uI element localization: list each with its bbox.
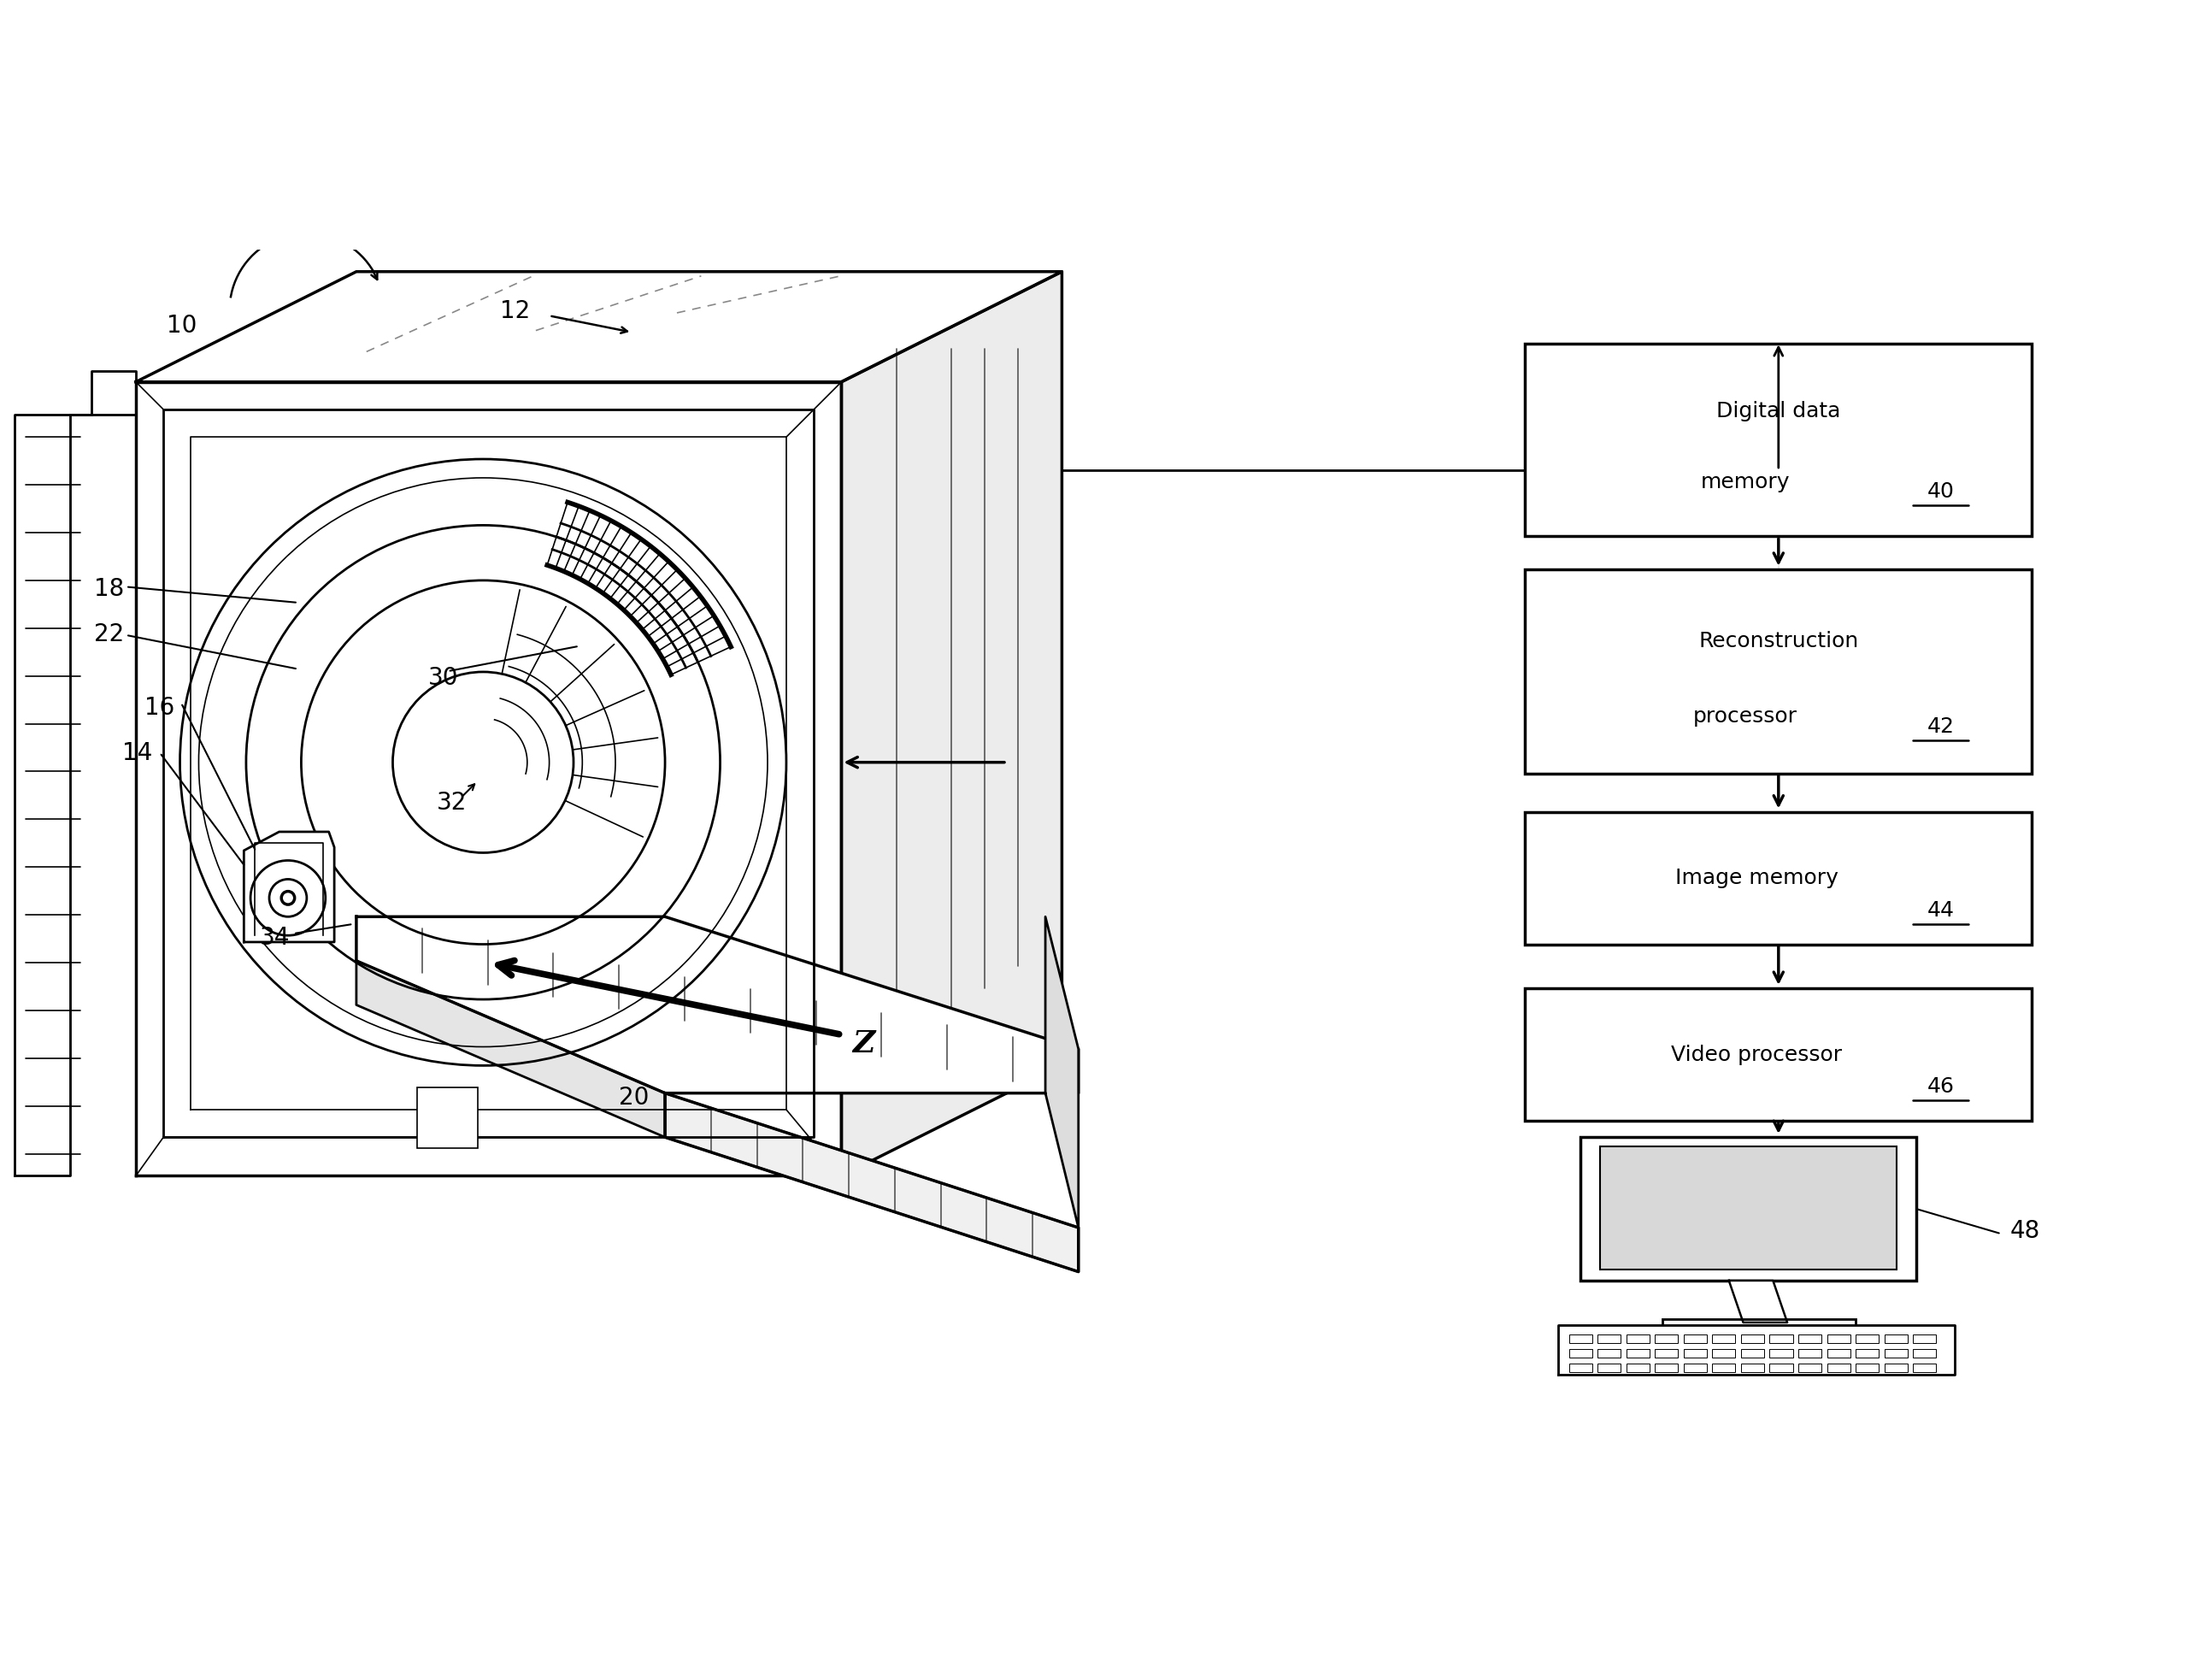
Bar <box>1913 1348 1936 1358</box>
Bar <box>1712 1335 1736 1343</box>
Polygon shape <box>666 1093 1079 1271</box>
Text: 10: 10 <box>166 314 197 337</box>
Polygon shape <box>1730 1281 1787 1323</box>
Bar <box>1770 1363 1792 1372</box>
Text: 46: 46 <box>1927 1076 1955 1096</box>
Bar <box>1741 1363 1765 1372</box>
Bar <box>1741 1348 1765 1358</box>
Text: 42: 42 <box>1927 717 1955 737</box>
Bar <box>1683 1335 1708 1343</box>
Bar <box>1568 1348 1593 1358</box>
Bar <box>1626 1363 1650 1372</box>
Text: 34: 34 <box>259 925 290 949</box>
Bar <box>1885 1363 1907 1372</box>
Bar <box>1683 1363 1708 1372</box>
Bar <box>1524 989 2033 1120</box>
Bar <box>1568 1363 1593 1372</box>
Bar <box>1683 1348 1708 1358</box>
Text: 18: 18 <box>93 578 124 601</box>
Bar <box>1741 1335 1765 1343</box>
Bar <box>1885 1348 1907 1358</box>
Text: Z: Z <box>852 1029 874 1058</box>
Bar <box>1524 343 2033 536</box>
Text: 16: 16 <box>144 697 175 720</box>
Text: 40: 40 <box>1927 480 1955 502</box>
Text: 48: 48 <box>2011 1219 2039 1242</box>
Bar <box>1655 1363 1679 1372</box>
Bar <box>1856 1348 1878 1358</box>
Bar <box>1913 1363 1936 1372</box>
Bar <box>1712 1363 1736 1372</box>
Bar <box>418 1088 478 1148</box>
Bar <box>1579 1137 1916 1281</box>
Bar <box>1827 1335 1849 1343</box>
Bar <box>1798 1335 1820 1343</box>
Bar <box>1827 1363 1849 1372</box>
Bar <box>1626 1348 1650 1358</box>
Bar <box>1856 1363 1878 1372</box>
Polygon shape <box>135 272 1062 381</box>
Polygon shape <box>135 381 841 1175</box>
Bar <box>1913 1335 1936 1343</box>
Bar <box>1568 1335 1593 1343</box>
Bar <box>1524 569 2033 774</box>
Bar <box>1597 1363 1621 1372</box>
Bar <box>1597 1348 1621 1358</box>
Bar <box>1663 1320 1856 1342</box>
Text: 14: 14 <box>122 742 153 766</box>
Polygon shape <box>1557 1325 1955 1375</box>
Text: 12: 12 <box>500 299 531 322</box>
Bar <box>1798 1348 1820 1358</box>
Bar <box>1770 1348 1792 1358</box>
Polygon shape <box>1046 917 1079 1227</box>
Polygon shape <box>356 917 1079 1093</box>
Polygon shape <box>356 960 666 1137</box>
Bar <box>1856 1335 1878 1343</box>
Bar <box>1798 1363 1820 1372</box>
Text: Video processor: Video processor <box>1670 1044 1843 1064</box>
Bar <box>1655 1348 1679 1358</box>
Bar <box>1712 1348 1736 1358</box>
Bar <box>1885 1335 1907 1343</box>
Text: 44: 44 <box>1927 900 1955 920</box>
Bar <box>1597 1335 1621 1343</box>
Text: memory: memory <box>1701 472 1790 492</box>
Bar <box>1827 1348 1849 1358</box>
Polygon shape <box>15 371 135 1175</box>
Text: Digital data: Digital data <box>1717 401 1840 421</box>
Bar <box>1524 813 2033 944</box>
Text: Image memory: Image memory <box>1674 868 1838 888</box>
Text: processor: processor <box>1692 705 1798 727</box>
Bar <box>1599 1147 1896 1269</box>
Polygon shape <box>841 272 1062 1175</box>
Bar <box>1770 1335 1792 1343</box>
Text: 22: 22 <box>93 623 124 646</box>
Polygon shape <box>243 831 334 942</box>
Bar <box>1626 1335 1650 1343</box>
Text: 32: 32 <box>436 791 467 814</box>
Text: Reconstruction: Reconstruction <box>1699 631 1858 651</box>
Text: 20: 20 <box>619 1085 648 1110</box>
Bar <box>1655 1335 1679 1343</box>
Text: 30: 30 <box>427 667 458 690</box>
